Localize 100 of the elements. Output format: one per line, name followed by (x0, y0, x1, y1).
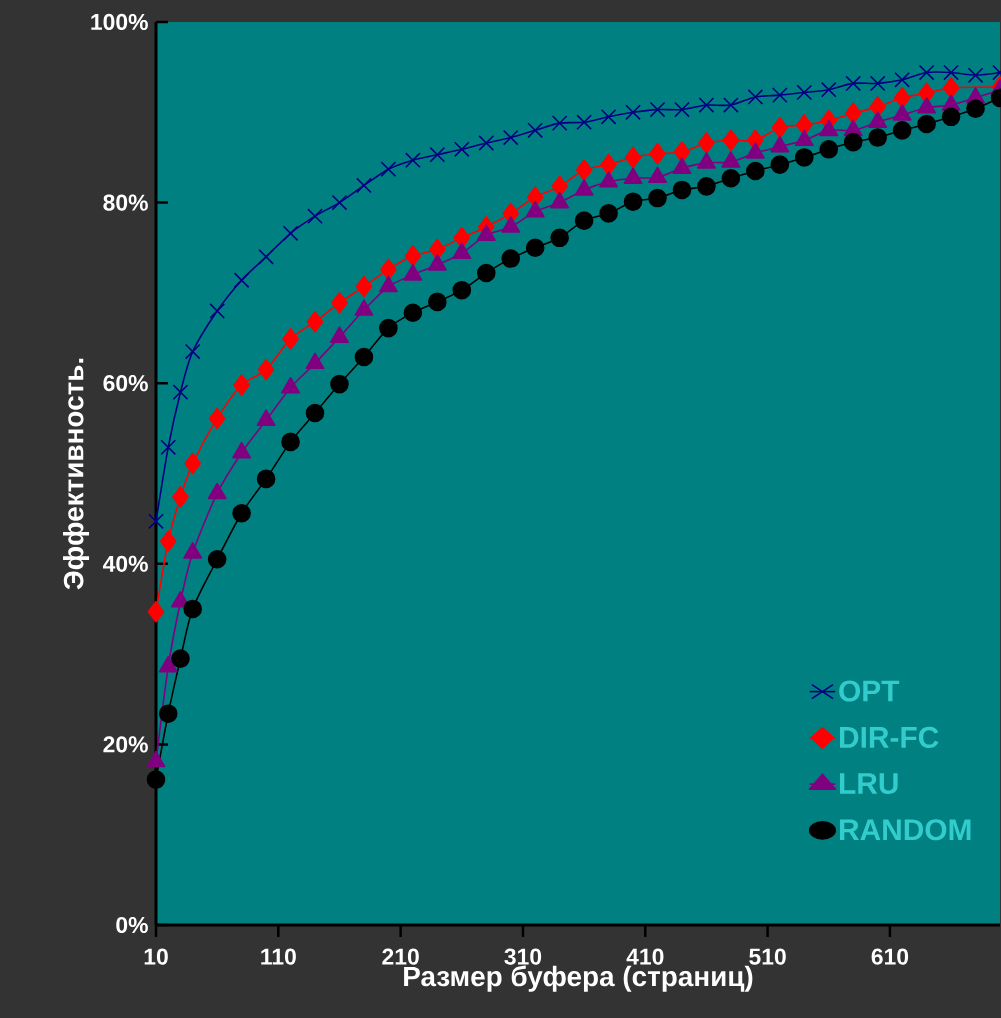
point (330, 374, 349, 394)
point (232, 503, 251, 523)
point (171, 649, 190, 668)
x-tick-label: 410 (626, 948, 664, 965)
point (648, 188, 667, 208)
point (869, 75, 886, 92)
point (379, 318, 398, 338)
point (747, 89, 764, 105)
point (331, 194, 348, 211)
point (625, 104, 641, 121)
point (723, 97, 739, 113)
point (257, 358, 275, 381)
point (892, 121, 912, 140)
x-tick-label: 510 (749, 948, 786, 965)
point (453, 141, 470, 158)
point (574, 211, 594, 230)
point (502, 129, 519, 146)
point (967, 67, 984, 84)
point (184, 343, 201, 360)
point (698, 97, 715, 113)
point (354, 347, 374, 367)
point (184, 452, 201, 475)
point (147, 600, 165, 623)
point (172, 486, 189, 508)
point (917, 114, 936, 134)
point (478, 135, 495, 151)
point (525, 238, 545, 258)
y-tick-label: 100% (91, 13, 148, 31)
point (208, 407, 226, 430)
point (160, 439, 177, 456)
x-tick-label: 110 (261, 948, 296, 965)
point (355, 275, 373, 298)
point (819, 140, 839, 159)
y-tick-label: 40% (102, 555, 148, 572)
point (452, 280, 472, 300)
legend-label: DIR-FC (840, 726, 939, 748)
point (721, 168, 741, 188)
point (820, 81, 837, 98)
point (796, 84, 813, 101)
x-tick-label: 310 (504, 948, 542, 965)
point (551, 175, 568, 198)
point (722, 129, 740, 152)
point (795, 114, 813, 136)
point (331, 292, 348, 314)
point (674, 101, 690, 118)
point (306, 310, 324, 333)
point (624, 146, 642, 169)
point (576, 114, 592, 131)
legend-label: LRU (840, 773, 898, 794)
legend-label: RANDOM (840, 819, 971, 841)
point (649, 101, 666, 118)
point (183, 599, 202, 619)
point (380, 258, 397, 281)
point (307, 208, 323, 225)
point (428, 292, 447, 312)
point (527, 122, 544, 139)
point (209, 303, 226, 319)
point (894, 71, 911, 88)
point (305, 403, 325, 423)
point (551, 115, 568, 131)
point (843, 132, 863, 152)
point (146, 770, 166, 789)
point (698, 132, 715, 154)
y-tick-label: 0% (116, 916, 148, 934)
point (771, 87, 788, 103)
point (380, 161, 397, 178)
point (771, 116, 789, 139)
point (746, 161, 765, 181)
x-tick-label: 10 (144, 948, 168, 965)
point (233, 272, 250, 289)
point (159, 530, 177, 553)
point (844, 102, 862, 124)
point (282, 328, 299, 350)
point (672, 180, 692, 200)
x-axis-title: Размер буфера (страниц) (404, 965, 753, 992)
point (501, 249, 521, 268)
point (356, 177, 372, 194)
point (158, 704, 178, 723)
point (453, 227, 471, 249)
point (403, 303, 423, 323)
point (697, 177, 716, 196)
point (207, 549, 227, 569)
point (600, 108, 617, 125)
point (623, 192, 643, 211)
point (966, 99, 985, 118)
point (941, 107, 961, 127)
point (575, 159, 593, 181)
point (429, 146, 446, 163)
point (404, 245, 422, 267)
point (550, 228, 569, 248)
point (256, 469, 276, 489)
point (258, 248, 274, 265)
point (148, 513, 164, 530)
point (600, 153, 617, 176)
point (918, 64, 935, 81)
point (172, 384, 189, 401)
point (405, 152, 421, 169)
point (943, 64, 959, 81)
point (845, 75, 862, 92)
point (673, 141, 691, 163)
